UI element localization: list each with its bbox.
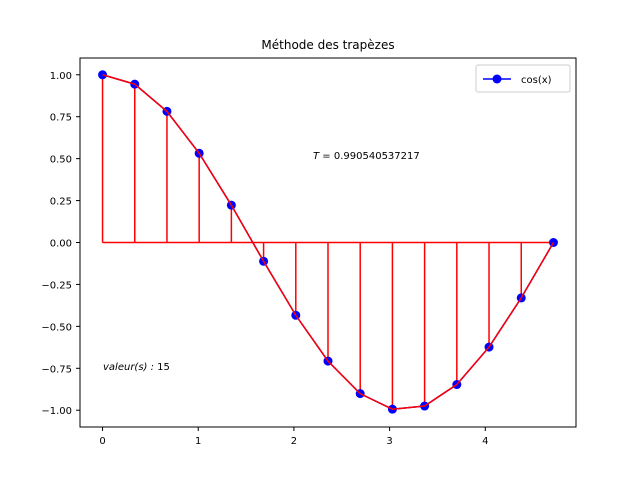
y-tick-label: 0.75 xyxy=(50,113,72,124)
count-label: valeur(s) : xyxy=(103,362,157,373)
integral-annotation: T = 0.990540537217 xyxy=(313,151,420,162)
count-value: 15 xyxy=(157,362,170,373)
y-tick-label: −0.50 xyxy=(41,322,72,333)
y-tick-label: −1.00 xyxy=(41,406,72,417)
x-axis: 0 1 2 3 4 xyxy=(99,427,488,447)
trapezoid-top-line xyxy=(102,74,555,410)
legend-marker-swatch xyxy=(492,74,502,84)
series-layer xyxy=(98,70,558,414)
y-axis: 1.00 0.75 0.50 0.25 0.00 −0.25 −0.50 −0.75 −1.00 xyxy=(41,71,80,417)
legend-entry-cos: cos(x) xyxy=(521,75,552,86)
count-annotation: valeur(s) : 15 xyxy=(103,362,170,373)
x-tick-label: 4 xyxy=(482,436,488,447)
y-tick-label: 1.00 xyxy=(50,71,72,82)
x-tick-label: 0 xyxy=(99,436,105,447)
y-tick-label: 0.50 xyxy=(50,155,72,166)
x-tick-label: 1 xyxy=(195,436,201,447)
y-tick-label: 0.00 xyxy=(50,239,72,250)
integral-label: T = xyxy=(313,151,334,162)
y-tick-label: −0.25 xyxy=(41,280,72,291)
integral-value: 0.990540537217 xyxy=(334,151,420,162)
trapezoid-layer xyxy=(101,74,554,410)
x-tick-label: 3 xyxy=(386,436,392,447)
legend-box xyxy=(475,64,571,93)
legend: cos(x) xyxy=(475,64,571,93)
chart-title: Méthode des trapèzes xyxy=(261,38,394,52)
x-tick-label: 2 xyxy=(291,436,297,447)
y-tick-label: −0.75 xyxy=(41,364,72,375)
y-tick-label: 0.25 xyxy=(50,197,72,208)
